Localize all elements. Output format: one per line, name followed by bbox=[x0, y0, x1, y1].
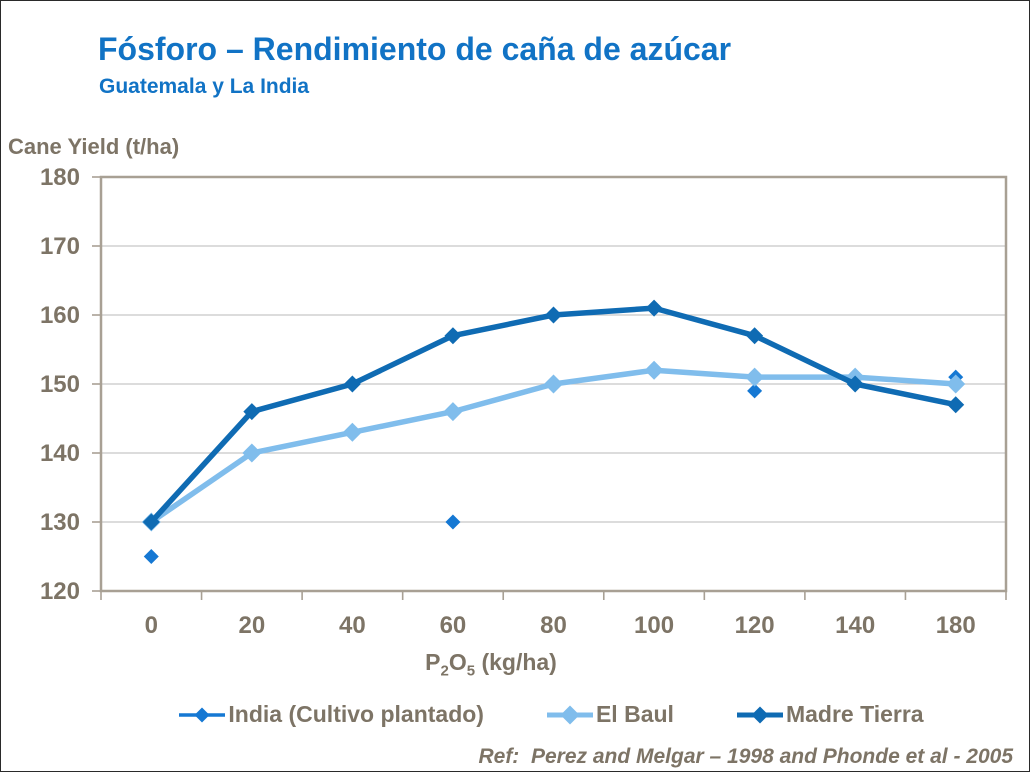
page-subtitle: Guatemala y La India bbox=[99, 75, 310, 98]
legend-label: India (Cultivo plantado) bbox=[228, 701, 484, 727]
x-tick-label: 100 bbox=[634, 612, 674, 639]
series-india-cultivo-plantado bbox=[143, 369, 964, 564]
legend-marker-madre-tierra-icon bbox=[736, 706, 783, 723]
x-axis-ticks: 0 20 40 60 80 100 120 140 180 bbox=[100, 591, 1007, 639]
series-madre-tierra bbox=[142, 299, 965, 531]
x-axis-title-text: O bbox=[448, 649, 467, 675]
x-tick-label: 180 bbox=[936, 612, 976, 639]
x-axis-title-text: P bbox=[425, 649, 441, 675]
chart-legend: India (Cultivo plantado) El Baul Madre Tie… bbox=[71, 701, 1029, 728]
y-tick-label: 180 bbox=[40, 164, 80, 191]
reference-text: Ref: Perez and Melgar – 1998 and Phonde … bbox=[478, 745, 1013, 768]
x-tick-label: 120 bbox=[735, 612, 775, 639]
legend-label: Madre Tierra bbox=[785, 701, 924, 727]
x-tick-label: 40 bbox=[339, 612, 366, 639]
y-tick-label: 170 bbox=[40, 233, 80, 260]
y-tick-label: 150 bbox=[40, 371, 80, 398]
y-tick-label: 160 bbox=[40, 302, 80, 329]
legend-item-el-baul: El Baul bbox=[546, 701, 674, 728]
x-axis-title-sub2: 2 bbox=[440, 662, 449, 680]
y-axis-ticks: 120 130 140 150 160 170 180 bbox=[40, 164, 101, 605]
legend-item-india-cultivo-plantado: India (Cultivo plantado) bbox=[178, 701, 484, 728]
x-tick-label: 0 bbox=[145, 612, 158, 639]
y-tick-label: 130 bbox=[40, 509, 80, 536]
y-tick-label: 120 bbox=[40, 578, 80, 605]
x-axis-title-sub5: 5 bbox=[466, 662, 476, 680]
legend-marker-el-baul-icon bbox=[546, 705, 593, 724]
series-el-baul bbox=[141, 360, 966, 532]
x-tick-label: 20 bbox=[238, 612, 265, 639]
legend-label: El Baul bbox=[595, 701, 674, 727]
y-tick-label: 140 bbox=[40, 440, 80, 467]
legend-item-madre-tierra: Madre Tierra bbox=[736, 701, 924, 728]
x-axis-title-units: (kg/ha) bbox=[475, 649, 557, 675]
x-tick-label: 60 bbox=[440, 612, 467, 639]
x-axis-title: P2O5 (kg/ha) bbox=[1, 649, 981, 680]
y-axis-title: Cane Yield (t/ha) bbox=[8, 134, 180, 159]
x-tick-label: 80 bbox=[540, 612, 567, 639]
x-tick-label: 140 bbox=[835, 612, 875, 639]
page-title: Fósforo – Rendimiento de caña de azúcar bbox=[98, 31, 732, 67]
legend-marker-india-cultivo-plantado-icon bbox=[179, 707, 226, 722]
